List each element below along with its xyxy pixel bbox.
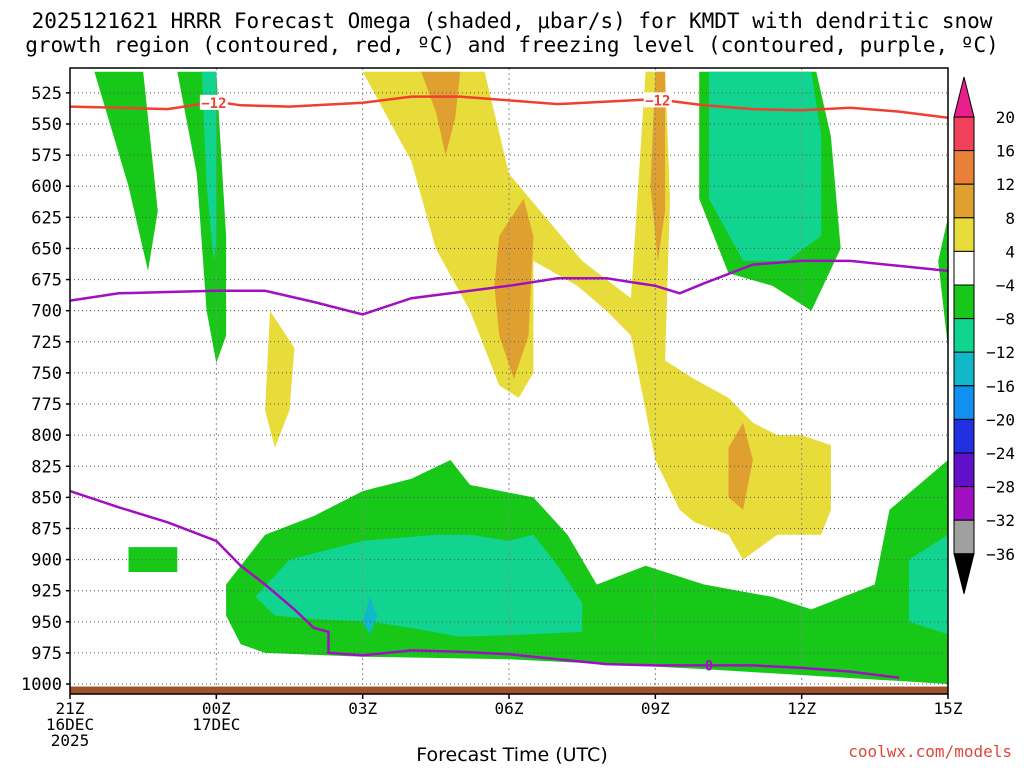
colorbar-top-arrow [953, 76, 975, 118]
colorbar-label-3: 8 [1005, 209, 1015, 228]
omega-region-8 [265, 310, 295, 448]
colorbar-swatch-11 [953, 486, 975, 521]
omega-region-11 [938, 217, 948, 348]
colorbar-swatch-2 [953, 183, 975, 219]
colorbar-swatch-8 [953, 385, 975, 420]
y-tick-label-550: 550 [31, 115, 62, 135]
freezing-level-upper-contour [70, 259, 948, 316]
colorbar-label-13: −36 [986, 545, 1015, 564]
colorbar-label-11: −28 [986, 478, 1015, 497]
y-tick-label-950: 950 [31, 613, 62, 633]
y-tick-label-525: 525 [31, 84, 62, 104]
x-axis-title: Forecast Time (UTC) [416, 744, 608, 766]
colorbar-swatch-10 [953, 452, 975, 488]
y-tick-label-825: 825 [31, 457, 62, 477]
colorbar-label-5: −4 [996, 276, 1015, 295]
omega-region-5 [494, 198, 534, 380]
omega-region-6 [650, 71, 666, 261]
colorbar-swatch-0 [953, 116, 975, 152]
colorbar-label-6: −8 [996, 310, 1015, 329]
omega-region-16 [362, 596, 378, 635]
colorbar-swatch-3 [953, 217, 975, 252]
x-tick-label-21Z-1: 21Z [56, 699, 85, 718]
y-tick-label-700: 700 [31, 302, 62, 322]
y-tick-label-725: 725 [31, 333, 62, 353]
omega-region-10 [709, 71, 822, 261]
colorbar-label-1: 16 [996, 142, 1015, 161]
dgz-label-right: −12 [645, 93, 670, 109]
y-tick-label-800: 800 [31, 426, 62, 446]
omega-region-2 [201, 71, 217, 261]
colorbar-label-10: −24 [986, 444, 1015, 463]
colorbar-label-4: 4 [1005, 242, 1015, 261]
colorbar-label-8: −16 [986, 377, 1015, 396]
x-tick-label-21Z-2: 16DEC [46, 715, 94, 734]
colorbar-bottom-arrow [953, 553, 975, 594]
x-tick-label-09Z-1: 09Z [641, 699, 670, 718]
x-tick-label-00Z-1: 00Z [202, 699, 231, 718]
freezing-level-label: 0 [705, 658, 713, 674]
omega-region-12 [128, 547, 178, 572]
dgz-label-right-bg [643, 92, 672, 108]
omega-region-7 [728, 422, 753, 510]
y-tick-label-650: 650 [31, 239, 62, 259]
y-tick-label-750: 750 [31, 364, 62, 384]
y-tick-label-775: 775 [31, 395, 62, 415]
y-tick-label-675: 675 [31, 271, 62, 291]
y-tick-label-925: 925 [31, 582, 62, 602]
y-tick-label-625: 625 [31, 208, 62, 228]
x-tick-label-03Z-1: 03Z [348, 699, 377, 718]
y-tick-label-900: 900 [31, 551, 62, 571]
y-tick-label-575: 575 [31, 146, 62, 166]
colorbar-label-9: −20 [986, 410, 1015, 429]
y-tick-label-875: 875 [31, 519, 62, 539]
chart-title-line2: growth region (contoured, red, ºC) and f… [25, 33, 999, 57]
y-tick-label-850: 850 [31, 488, 62, 508]
colorbar-label-12: −32 [986, 511, 1015, 530]
colorbar-swatch-9 [953, 418, 975, 454]
dgz-label-left: −12 [201, 96, 226, 112]
freezing-level-lower-contour [70, 489, 900, 680]
colorbar-label-7: −12 [986, 343, 1015, 362]
x-tick-label-15Z-1: 15Z [934, 699, 963, 718]
omega-region-14 [255, 534, 583, 637]
colorbar-swatch-6 [953, 318, 975, 353]
x-tick-label-21Z-3: 2025 [51, 731, 90, 750]
x-tick-label-06Z-1: 06Z [495, 699, 524, 718]
x-tick-label-12Z-1: 12Z [787, 699, 816, 718]
omega-region-3 [362, 71, 831, 560]
y-tick-label-975: 975 [31, 644, 62, 664]
colorbar-swatch-4 [953, 250, 975, 286]
y-tick-label-600: 600 [31, 177, 62, 197]
colorbar-swatch-5 [953, 284, 975, 320]
colorbar-swatch-12 [953, 519, 975, 555]
y-tick-label-1000: 1000 [21, 675, 62, 695]
omega-region-13 [226, 460, 948, 684]
credit-text[interactable]: coolwx.com/models [848, 742, 1012, 761]
x-tick-label-00Z-2: 17DEC [192, 715, 240, 734]
colorbar-swatch-1 [953, 150, 975, 185]
terrain-surface [70, 686, 948, 694]
colorbar-swatch-7 [953, 351, 975, 387]
colorbar-label-0: 20 [996, 108, 1015, 127]
chart-title-line1: 2025121621 HRRR Forecast Omega (shaded, … [31, 9, 993, 33]
dgz-label-left-bg [199, 94, 228, 110]
colorbar-label-2: 12 [996, 175, 1015, 194]
omega-region-0 [94, 71, 158, 271]
